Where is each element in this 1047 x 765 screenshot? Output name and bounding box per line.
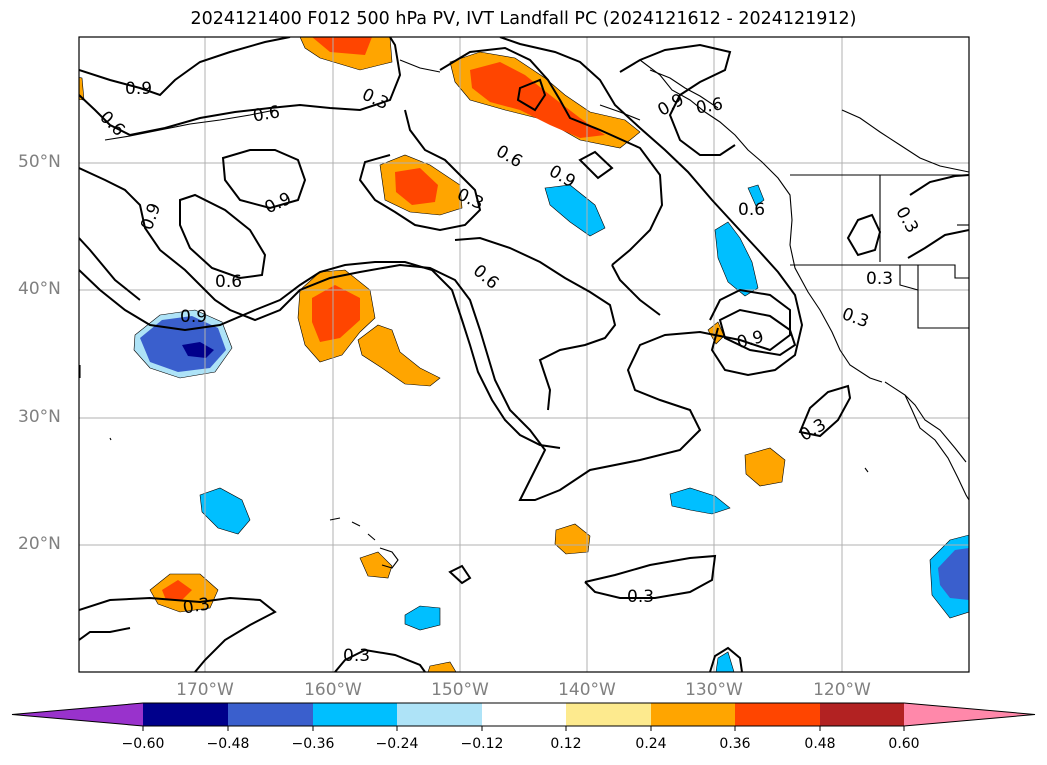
colorbar-tick-label: −0.36 [291,736,335,752]
contour-label: 0.6 [694,94,724,118]
colorbar-tick-label: 0.12 [550,736,582,752]
contour-label: 0.9 [180,307,207,327]
colorbar-tick-label: 0.24 [635,736,667,752]
lon-tick-label: 160°W [304,680,362,700]
negative-anomaly-blob [544,184,606,237]
contour-label: 0.3 [866,269,893,289]
lon-tick-label: 170°W [176,680,234,700]
negative-anomaly-blob [404,605,441,631]
negative-anomaly-blob [747,184,765,207]
positive-anomaly-blob [395,168,438,205]
contour-lines [79,37,969,672]
colorbar-tick-label: −0.24 [375,736,419,752]
contour-label: 0.6 [215,272,242,292]
colorbar-segment [228,703,313,726]
colorbar-tick-label: −0.48 [206,736,250,752]
positive-anomaly-blob [554,523,591,555]
colorbar-segment [651,703,735,726]
colorbar-tick-label: −0.60 [121,736,165,752]
colorbar-segment [313,703,397,726]
lon-tick-label: 120°W [813,680,871,700]
coastlines [79,59,969,569]
lon-tick-label: 130°W [685,680,743,700]
map-title: 2024121400 F012 500 hPa PV, IVT Landfall… [190,9,857,29]
positive-anomaly-blob [427,661,457,672]
colorbar-segment [735,703,820,726]
colorbar-tick-label: 0.48 [804,736,836,752]
colorbar [11,702,1036,731]
negative-anomaly-blob [714,221,759,297]
negative-anomaly-blob [715,651,735,672]
colorbar-under-arrow [12,703,143,726]
colorbar-over-arrow [904,703,1035,726]
colorbar-tick-label: 0.60 [888,736,920,752]
negative-anomaly-blob [182,342,214,358]
colorbar-tick-label: −0.12 [460,736,504,752]
lon-tick-label: 140°W [558,680,616,700]
positive-anomaly-blob [312,285,360,342]
colorbar-segment [482,703,566,726]
contour-label: 0.3 [181,594,211,618]
colorbar-segment [820,703,904,726]
colorbar-tick-label: 0.36 [719,736,751,752]
lat-tick-label: 20°N [18,534,61,554]
map-area: 0.9 0.6 0.3 0.9 0.6 0.9 0.6 0.9 0.6 0.9 … [79,37,969,672]
lon-tick-label: 150°W [431,680,489,700]
lat-tick-label: 50°N [18,152,61,172]
contour-label: 0.9 [125,79,152,99]
lat-tick-label: 40°N [18,279,61,299]
negative-anomaly-blob [938,548,969,600]
colorbar-segment [143,703,228,726]
contour-label: 0.6 [738,200,765,220]
positive-anomaly-blob [359,551,393,579]
contour-label: 0.3 [343,646,370,666]
positive-anomaly-blob [162,580,192,600]
negative-anomaly-blob [669,487,731,515]
map-frame [78,36,970,673]
positive-anomaly-blob [744,447,786,487]
lat-tick-label: 30°N [18,407,61,427]
contour-label: 0.3 [627,587,654,607]
colorbar-segment [397,703,482,726]
colorbar-segment [566,703,651,726]
positive-anomaly-blob [312,37,372,55]
positive-anomaly-blob [357,324,441,387]
contour-label: 0.6 [251,102,281,126]
